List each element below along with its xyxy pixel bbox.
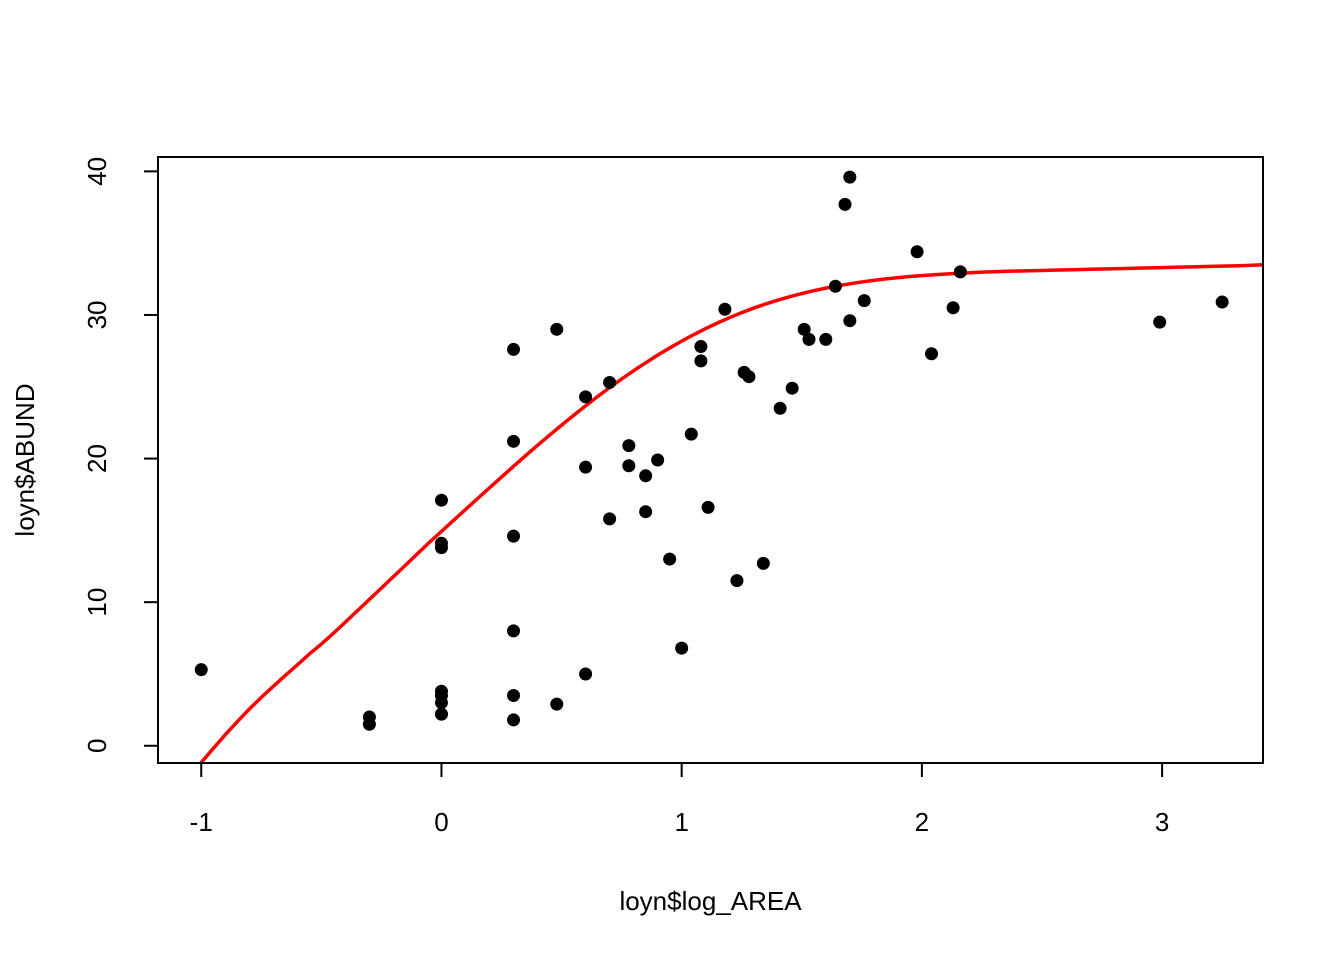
data-point (651, 453, 665, 467)
data-point (684, 427, 698, 441)
data-point (434, 493, 448, 507)
x-axis-label: loyn$log_AREA (619, 886, 802, 916)
y-tick-label: 40 (82, 157, 112, 186)
data-point (828, 279, 842, 293)
data-point (622, 439, 636, 453)
data-point (675, 641, 689, 655)
data-point (694, 354, 708, 368)
y-tick-label: 30 (82, 301, 112, 330)
data-point (639, 469, 653, 483)
x-axis: -1 0 1 2 3 (190, 762, 1169, 837)
data-point (434, 707, 448, 721)
x-tick-label: 2 (915, 807, 929, 837)
data-point (946, 301, 960, 315)
data-point (507, 713, 521, 727)
data-point (756, 556, 770, 570)
data-point (194, 663, 208, 677)
data-point (819, 332, 833, 346)
data-point (1215, 295, 1229, 309)
data-point (507, 529, 521, 543)
data-point (603, 375, 617, 389)
data-point (550, 697, 564, 711)
data-point (925, 347, 938, 361)
data-point (507, 624, 521, 638)
data-point (639, 505, 653, 519)
data-point (730, 574, 744, 588)
data-point (838, 197, 852, 211)
data-point (434, 696, 448, 710)
data-point (507, 342, 521, 356)
data-point (362, 717, 376, 731)
y-tick-label: 20 (82, 444, 112, 473)
data-point (550, 322, 564, 336)
data-point (622, 459, 636, 473)
data-point (910, 245, 924, 259)
data-point (663, 552, 677, 566)
data-point (507, 689, 521, 703)
fitted-curve (199, 262, 1263, 763)
data-point (773, 401, 787, 415)
data-point (694, 340, 708, 354)
data-point (603, 512, 617, 526)
data-point (785, 381, 799, 395)
data-point (802, 332, 816, 346)
data-point (1153, 315, 1167, 329)
y-axis-label: loyn$ABUND (10, 383, 40, 536)
data-point (843, 314, 857, 328)
y-tick-label: 0 (82, 739, 112, 753)
x-tick-label: 0 (434, 807, 448, 837)
data-point (434, 541, 448, 555)
data-point (857, 294, 871, 308)
plot-area (194, 170, 1263, 763)
data-point (742, 370, 756, 384)
plot-frame (157, 156, 1264, 764)
y-tick-label: 10 (82, 588, 112, 617)
x-tick-label: -1 (190, 807, 213, 837)
data-point (579, 390, 593, 404)
data-point (701, 500, 715, 514)
data-point (718, 302, 732, 316)
data-point (579, 667, 593, 681)
data-point (579, 460, 593, 474)
x-tick-label: 1 (674, 807, 688, 837)
data-point (507, 434, 521, 448)
data-point (953, 265, 967, 279)
data-point (843, 170, 857, 184)
y-axis: 0 10 20 30 40 (82, 157, 159, 753)
data-point (797, 322, 811, 336)
x-tick-label: 3 (1155, 807, 1169, 837)
